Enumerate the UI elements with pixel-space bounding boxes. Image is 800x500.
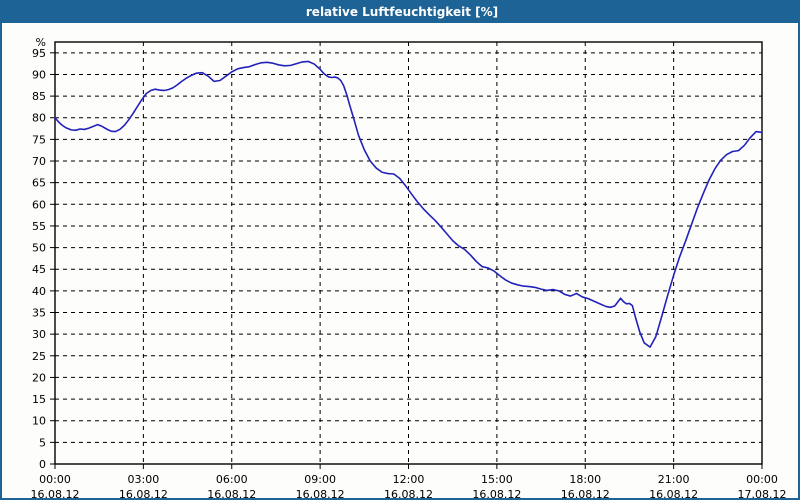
x-tick-label-date: 16.08.12 bbox=[649, 488, 698, 498]
x-tick-label-date: 16.08.12 bbox=[384, 488, 433, 498]
y-tick-label: 40 bbox=[32, 285, 46, 298]
y-tick-label: 30 bbox=[32, 328, 46, 341]
x-tick-label-time: 18:00 bbox=[569, 473, 601, 486]
y-tick-label: 55 bbox=[32, 220, 46, 233]
x-tick-label-date: 16.08.12 bbox=[472, 488, 521, 498]
y-tick-label: 45 bbox=[32, 263, 46, 276]
plot-border bbox=[54, 41, 763, 465]
y-tick-label: 75 bbox=[32, 133, 46, 146]
y-tick-label: 65 bbox=[32, 177, 46, 190]
y-tick-label: 85 bbox=[32, 90, 46, 103]
x-tick-label-time: 09:00 bbox=[304, 473, 336, 486]
y-tick-label: 20 bbox=[32, 371, 46, 384]
x-tick-label-time: 21:00 bbox=[658, 473, 690, 486]
x-tick-label-date: 17.08.12 bbox=[738, 488, 787, 498]
window-title: relative Luftfeuchtigkeit [%] bbox=[305, 5, 499, 19]
y-tick-label: 5 bbox=[39, 436, 46, 449]
y-tick-label: 10 bbox=[32, 415, 46, 428]
plot-frame bbox=[54, 41, 763, 465]
window-title-bar: relative Luftfeuchtigkeit [%] bbox=[2, 2, 798, 23]
y-axis-ticks bbox=[50, 52, 55, 465]
vertical-gridlines bbox=[142, 42, 675, 464]
y-axis-unit-label: % bbox=[36, 36, 46, 49]
x-tick-label-date: 16.08.12 bbox=[296, 488, 345, 498]
y-tick-label: 50 bbox=[32, 242, 46, 255]
x-tick-label-time: 15:00 bbox=[481, 473, 513, 486]
y-tick-label: 70 bbox=[32, 155, 46, 168]
x-tick-label-date: 16.08.12 bbox=[119, 488, 168, 498]
y-tick-label: 60 bbox=[32, 198, 46, 211]
x-tick-label-time: 03:00 bbox=[128, 473, 160, 486]
y-tick-label: 0 bbox=[39, 458, 46, 471]
y-tick-label: 15 bbox=[32, 393, 46, 406]
y-tick-label: 95 bbox=[32, 47, 46, 60]
y-tick-label: 80 bbox=[32, 112, 46, 125]
chart-area: 0 5 10 15 20 25 30 35 40 45 50 55 60 65 70 75 80 85 90 95 0… bbox=[2, 23, 798, 498]
x-tick-label-time: 12:00 bbox=[393, 473, 425, 486]
x-tick-label-time: 00:00 bbox=[746, 473, 778, 486]
x-axis-tick-labels: 00:00 16.08.12 03:00 16.08.12 06:00 16.08.12 0… bbox=[31, 473, 787, 498]
x-tick-label-time: 06:00 bbox=[216, 473, 248, 486]
y-tick-label: 35 bbox=[32, 307, 46, 320]
x-tick-label-date: 16.08.12 bbox=[207, 488, 256, 498]
data-series-group bbox=[54, 60, 763, 348]
y-axis-unit: % bbox=[36, 36, 46, 49]
x-tick-label-date: 16.08.12 bbox=[31, 488, 80, 498]
y-tick-label: 90 bbox=[32, 68, 46, 81]
series-line bbox=[54, 60, 763, 348]
humidity-line-chart: 0 5 10 15 20 25 30 35 40 45 50 55 60 65 70 75 80 85 90 95 0… bbox=[31, 36, 787, 498]
y-tick-label: 25 bbox=[32, 350, 46, 363]
x-tick-label-date: 16.08.12 bbox=[561, 488, 610, 498]
x-axis-ticks bbox=[54, 464, 763, 469]
x-tick-label-time: 00:00 bbox=[39, 473, 71, 486]
y-axis-tick-labels: 0 5 10 15 20 25 30 35 40 45 50 55 60 65 70 75 80 85 90 95 bbox=[32, 47, 46, 471]
